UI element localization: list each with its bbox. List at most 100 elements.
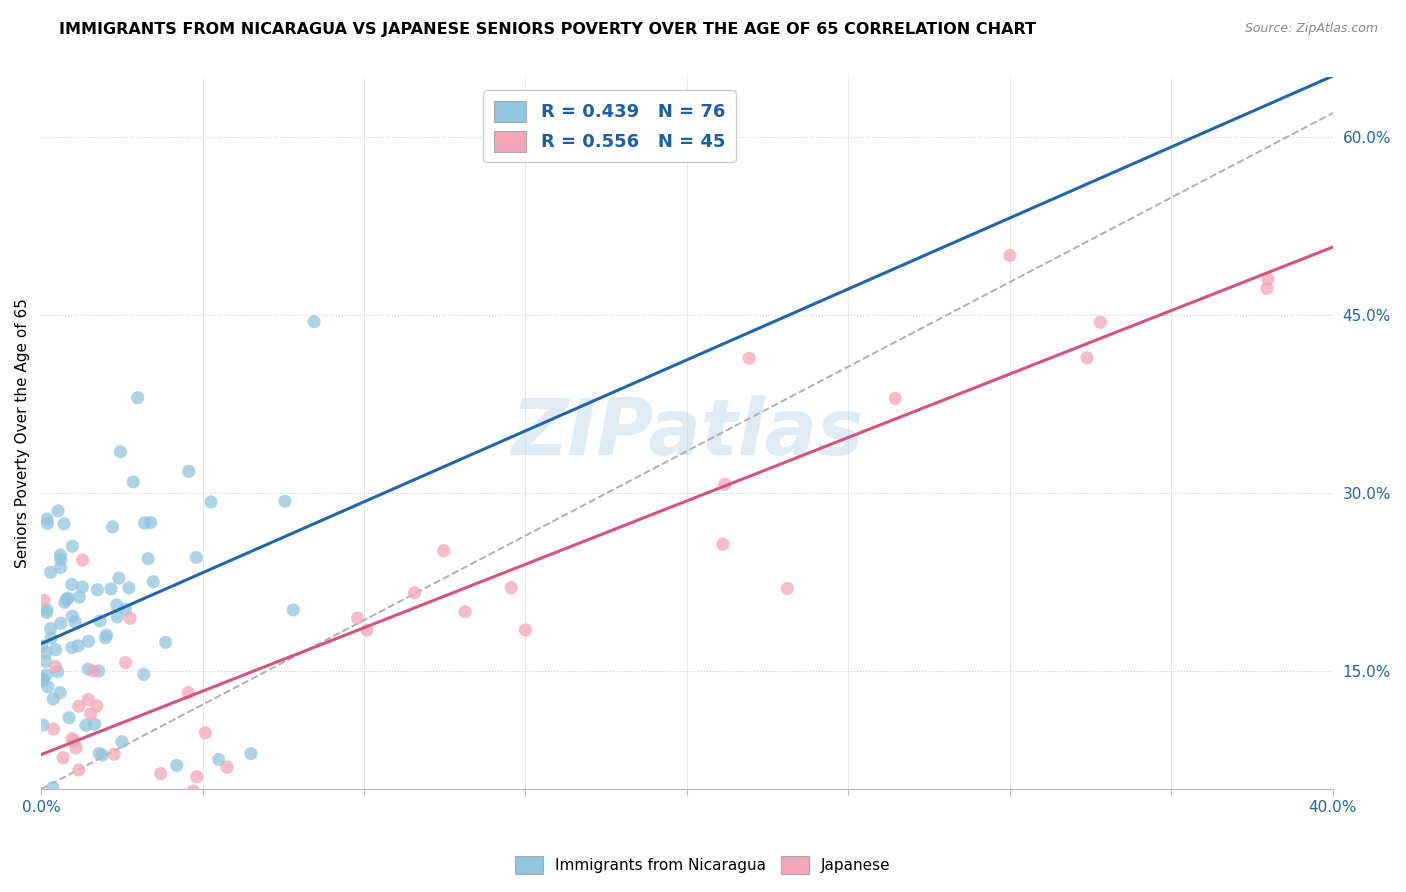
Point [46, 824, 69, 838]
Point [60, 640, 83, 655]
Point [149, 766, 172, 780]
Point [346, 611, 368, 625]
Text: IMMIGRANTS FROM NICARAGUA VS JAPANESE SENIORS POVERTY OVER THE AGE OF 65 CORRELA: IMMIGRANTS FROM NICARAGUA VS JAPANESE SE… [59, 22, 1036, 37]
Point [53, 595, 76, 609]
Point [60, 731, 83, 746]
Point [118, 611, 141, 625]
Point [122, 475, 145, 489]
Point [49, 552, 72, 566]
Point [86, 698, 108, 713]
Point [72, 553, 94, 567]
Point [35, 668, 58, 682]
Point [32, 718, 55, 732]
Point [32, 593, 55, 607]
Point [91, 747, 114, 762]
Point [55, 592, 77, 607]
Y-axis label: Seniors Poverty Over the Age of 65: Seniors Poverty Over the Age of 65 [15, 298, 30, 568]
Point [110, 444, 132, 458]
Point [302, 314, 325, 328]
Point [59, 799, 82, 814]
Point [96, 628, 118, 642]
Point [181, 784, 204, 798]
Point [215, 760, 238, 774]
Point [200, 495, 222, 509]
Point [114, 656, 136, 670]
Point [177, 464, 200, 478]
Point [1076, 351, 1098, 365]
Point [501, 581, 523, 595]
Point [35, 606, 58, 620]
Point [79, 706, 101, 721]
Point [58, 711, 80, 725]
Point [139, 516, 162, 530]
Point [107, 610, 129, 624]
Point [356, 623, 378, 637]
Point [136, 551, 159, 566]
Point [1256, 281, 1278, 295]
Point [49, 548, 72, 562]
Point [42, 722, 65, 736]
Point [46, 665, 69, 679]
Point [45, 642, 67, 657]
Point [53, 516, 76, 531]
Point [67, 639, 90, 653]
Point [177, 686, 200, 700]
Point [49, 686, 72, 700]
Point [82, 664, 104, 678]
Point [105, 598, 128, 612]
Point [60, 577, 83, 591]
Point [39, 631, 62, 645]
Point [32, 673, 55, 688]
Point [56, 591, 79, 606]
Point [52, 750, 75, 764]
Legend: R = 0.439   N = 76, R = 0.556   N = 45: R = 0.439 N = 76, R = 0.556 N = 45 [482, 90, 735, 162]
Point [31, 807, 53, 822]
Point [208, 752, 231, 766]
Point [37, 516, 59, 531]
Point [45, 659, 67, 673]
Point [46, 504, 69, 518]
Point [39, 566, 62, 580]
Point [100, 582, 122, 596]
Point [127, 391, 149, 405]
Point [108, 571, 131, 585]
Point [31, 639, 53, 653]
Point [67, 590, 90, 604]
Point [142, 574, 165, 589]
Point [63, 615, 86, 629]
Point [42, 780, 65, 795]
Point [44, 828, 66, 842]
Point [35, 512, 58, 526]
Point [101, 520, 124, 534]
Point [65, 741, 87, 756]
Point [738, 351, 761, 366]
Point [186, 550, 208, 565]
Point [714, 477, 737, 491]
Point [515, 623, 537, 637]
Point [111, 734, 134, 748]
Point [103, 747, 125, 762]
Point [134, 516, 156, 530]
Point [454, 605, 477, 619]
Point [62, 539, 84, 553]
Point [41, 826, 63, 840]
Point [63, 734, 86, 748]
Point [77, 662, 100, 676]
Point [94, 631, 117, 645]
Point [31, 672, 53, 686]
Point [34, 655, 56, 669]
Point [77, 634, 100, 648]
Point [711, 537, 734, 551]
Text: ZIPatlas: ZIPatlas [510, 395, 863, 471]
Point [60, 609, 83, 624]
Point [1090, 315, 1112, 329]
Point [72, 580, 94, 594]
Point [42, 692, 65, 706]
Point [186, 770, 208, 784]
Point [83, 717, 105, 731]
Point [240, 747, 263, 761]
Point [166, 758, 188, 772]
Point [39, 622, 62, 636]
Point [49, 616, 72, 631]
Point [274, 494, 297, 508]
